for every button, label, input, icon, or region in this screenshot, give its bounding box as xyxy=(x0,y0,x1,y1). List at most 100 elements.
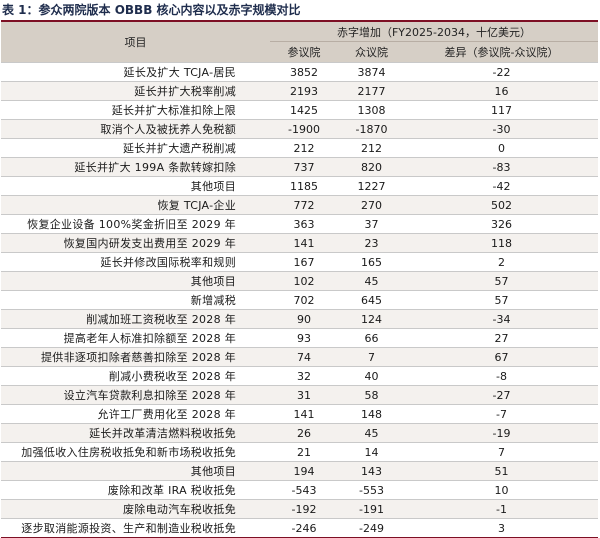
row-senate: 3852 xyxy=(270,62,338,82)
row-diff: 117 xyxy=(405,100,598,120)
row-house: -191 xyxy=(338,499,405,519)
table-row: 新增减税 702 645 57 xyxy=(1,290,598,310)
row-senate: -543 xyxy=(270,480,338,500)
row-house: 1308 xyxy=(338,100,405,120)
table-row: 恢复国内研发支出费用至 2029 年 141 23 118 xyxy=(1,233,598,253)
row-senate: 212 xyxy=(270,138,338,158)
row-name: 削减加班工资税收至 2028 年 xyxy=(1,309,270,329)
row-name: 其他项目 xyxy=(1,176,270,196)
row-senate: 2193 xyxy=(270,81,338,101)
row-name: 延长并修改国际税率和规则 xyxy=(1,252,270,272)
table-container: 项目 赤字增加（FY2025-2034，十亿美元） 参议院 众议院 差异（参议院… xyxy=(1,20,598,538)
row-house: 645 xyxy=(338,290,405,310)
row-diff: 57 xyxy=(405,290,598,310)
row-diff: 51 xyxy=(405,461,598,481)
row-senate: -246 xyxy=(270,518,338,537)
row-senate: 32 xyxy=(270,366,338,386)
table-row: 逐步取消能源投资、生产和制造业税收抵免 -246 -249 3 xyxy=(1,518,598,537)
table-row: 延长并扩大遗产税削减 212 212 0 xyxy=(1,138,598,158)
row-house: 3874 xyxy=(338,62,405,82)
row-house: 58 xyxy=(338,385,405,405)
table-row: 削减小费税收至 2028 年 32 40 -8 xyxy=(1,366,598,386)
row-house: 124 xyxy=(338,309,405,329)
row-senate: 26 xyxy=(270,423,338,443)
table-row: 其他项目 194 143 51 xyxy=(1,461,598,481)
row-diff: 10 xyxy=(405,480,598,500)
row-senate: 167 xyxy=(270,252,338,272)
row-diff: 502 xyxy=(405,195,598,215)
row-house: 45 xyxy=(338,423,405,443)
row-name: 逐步取消能源投资、生产和制造业税收抵免 xyxy=(1,518,270,537)
row-diff: 0 xyxy=(405,138,598,158)
table-row: 提供非逐项扣除者慈善扣除至 2028 年 74 7 67 xyxy=(1,347,598,367)
row-name: 提供非逐项扣除者慈善扣除至 2028 年 xyxy=(1,347,270,367)
table-row: 延长并扩大标准扣除上限 1425 1308 117 xyxy=(1,100,598,120)
table-row: 延长及扩大 TCJA-居民 3852 3874 -22 xyxy=(1,62,598,82)
row-diff: -19 xyxy=(405,423,598,443)
row-diff: 118 xyxy=(405,233,598,253)
row-name: 提高老年人标准扣除额至 2028 年 xyxy=(1,328,270,348)
row-name: 延长并改革清洁燃料税收抵免 xyxy=(1,423,270,443)
row-senate: 194 xyxy=(270,461,338,481)
row-house: 165 xyxy=(338,252,405,272)
row-name: 加强低收入住房税收抵免和新市场税收抵免 xyxy=(1,442,270,462)
row-name: 恢复 TCJA-企业 xyxy=(1,195,270,215)
row-senate: 141 xyxy=(270,233,338,253)
row-diff: 16 xyxy=(405,81,598,101)
row-house: 148 xyxy=(338,404,405,424)
row-diff: -34 xyxy=(405,309,598,329)
row-name: 恢复国内研发支出费用至 2029 年 xyxy=(1,233,270,253)
row-name: 延长并扩大税率削减 xyxy=(1,81,270,101)
table-row: 其他项目 102 45 57 xyxy=(1,271,598,291)
table-caption: 表 1：参众两院版本 OBBB 核心内容以及赤字规模对比 xyxy=(2,3,301,17)
row-house: 23 xyxy=(338,233,405,253)
row-house: 14 xyxy=(338,442,405,462)
table-row: 提高老年人标准扣除额至 2028 年 93 66 27 xyxy=(1,328,598,348)
row-diff: 2 xyxy=(405,252,598,272)
row-diff: -83 xyxy=(405,157,598,177)
row-diff: 67 xyxy=(405,347,598,367)
row-name: 新增减税 xyxy=(1,290,270,310)
row-senate: 737 xyxy=(270,157,338,177)
row-senate: 21 xyxy=(270,442,338,462)
row-diff: -22 xyxy=(405,62,598,82)
row-diff: 326 xyxy=(405,214,598,234)
row-diff: 57 xyxy=(405,271,598,291)
table-row: 其他项目 1185 1227 -42 xyxy=(1,176,598,196)
row-name: 废除电动汽车税收抵免 xyxy=(1,499,270,519)
row-house: 66 xyxy=(338,328,405,348)
row-senate: 90 xyxy=(270,309,338,329)
row-senate: -192 xyxy=(270,499,338,519)
row-senate: 102 xyxy=(270,271,338,291)
row-house: 143 xyxy=(338,461,405,481)
row-house: -553 xyxy=(338,480,405,500)
row-house: 270 xyxy=(338,195,405,215)
row-name: 取消个人及被抚养人免税额 xyxy=(1,119,270,139)
header-house: 众议院 xyxy=(338,41,405,63)
row-house: 820 xyxy=(338,157,405,177)
row-house: -1870 xyxy=(338,119,405,139)
row-house: 7 xyxy=(338,347,405,367)
table-row: 延长并修改国际税率和规则 167 165 2 xyxy=(1,252,598,272)
row-name: 延长并扩大标准扣除上限 xyxy=(1,100,270,120)
row-senate: 1425 xyxy=(270,100,338,120)
table-row: 废除电动汽车税收抵免 -192 -191 -1 xyxy=(1,499,598,519)
header-senate: 参议院 xyxy=(270,41,338,63)
row-name: 延长并扩大 199A 条款转嫁扣除 xyxy=(1,157,270,177)
row-house: 40 xyxy=(338,366,405,386)
row-name: 其他项目 xyxy=(1,461,270,481)
row-house: 45 xyxy=(338,271,405,291)
row-diff: -8 xyxy=(405,366,598,386)
row-diff: -1 xyxy=(405,499,598,519)
row-diff: 3 xyxy=(405,518,598,537)
row-senate: 363 xyxy=(270,214,338,234)
row-diff: -30 xyxy=(405,119,598,139)
row-house: 37 xyxy=(338,214,405,234)
header-group: 赤字增加（FY2025-2034，十亿美元） xyxy=(270,22,598,42)
row-diff: -27 xyxy=(405,385,598,405)
table-body: 延长及扩大 TCJA-居民 3852 3874 -22 延长并扩大税率削减 2193 217… xyxy=(1,62,598,537)
row-name: 延长并扩大遗产税削减 xyxy=(1,138,270,158)
row-house: 2177 xyxy=(338,81,405,101)
header-item: 项目 xyxy=(1,22,270,63)
table-row: 允许工厂费用化至 2028 年 141 148 -7 xyxy=(1,404,598,424)
